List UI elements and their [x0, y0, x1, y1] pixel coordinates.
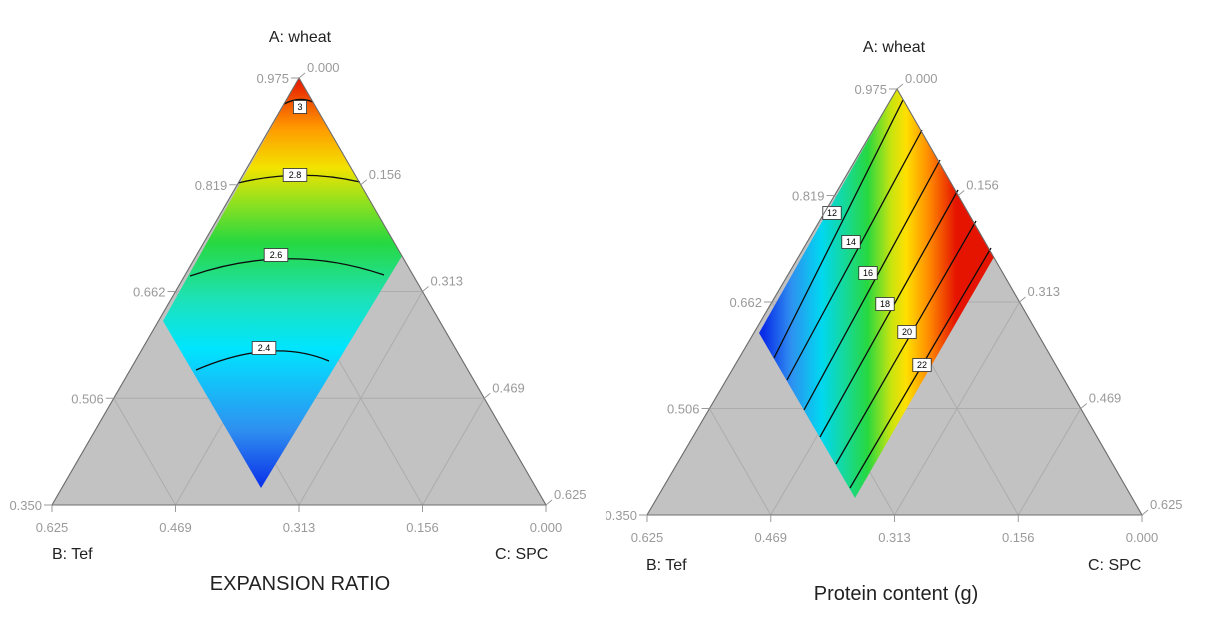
gridline [709, 408, 772, 516]
tick-mark [298, 72, 306, 79]
tick-label-left: 0.662 [133, 285, 166, 300]
tick-labels: 0.350 0.506 0.662 0.819 0.975 0.000 0.156 0.313… [606, 71, 1183, 545]
tick-mark [545, 499, 553, 506]
vertex-label-b: B: Tef [646, 557, 687, 574]
contour-label-box [912, 358, 932, 372]
tick-label-left: 0.506 [71, 391, 104, 406]
contour-label-box [858, 266, 878, 280]
gridline [1017, 408, 1082, 516]
chart-title: EXPANSION RATIO [210, 573, 390, 595]
contour-labels: 3 2.8 2.6 2.4 [251, 100, 308, 355]
tick-label-left: 0.350 [9, 498, 42, 513]
tick-labels: 0.350 0.506 0.662 0.819 0.975 0.000 0.156 0.313… [9, 60, 586, 535]
contour-label: 14 [846, 237, 856, 247]
expansion-ratio-chart: 3 2.8 2.6 2.4 0.350 0.506 0.662 0.819 0.975 0.00… [9, 29, 586, 595]
tick-label-left: 0.506 [667, 402, 700, 417]
tick-mark [483, 392, 491, 399]
vertex-label-b: B: Tef [52, 546, 93, 563]
contour-label-box [822, 206, 842, 220]
tick-label-right: 0.000 [905, 71, 938, 86]
contour-line [835, 220, 977, 465]
tick-label-bottom: 0.000 [1126, 530, 1159, 545]
contour-line [773, 99, 904, 359]
contour-labels: 12 14 16 18 20 22 [822, 206, 932, 372]
vertex-label-c: C: SPC [495, 546, 548, 563]
tick-mark [957, 190, 965, 196]
contour-label: 20 [902, 327, 912, 337]
contour-line [803, 159, 941, 411]
tick-label-bottom: 0.156 [1002, 530, 1035, 545]
tick-label-right: 0.625 [1150, 497, 1183, 512]
gridline [113, 397, 176, 506]
tick-label-left: 0.350 [606, 508, 637, 523]
contour-line [283, 98, 314, 105]
tick-mark [896, 83, 904, 90]
tick-label-bottom: 0.469 [754, 530, 787, 545]
tick-label-right: 0.313 [1028, 284, 1061, 299]
feasible-region [759, 89, 994, 498]
tick-label-right: 0.000 [307, 60, 340, 75]
contour-label: 18 [880, 299, 890, 309]
tick-label-right: 0.156 [369, 167, 402, 182]
contour-label: 3 [297, 102, 302, 112]
protein-content-chart: 12 14 16 18 20 22 0.350 0.506 0.662 0.819 0.975 0.… [606, 0, 1212, 619]
tick-label-bottom: 0.469 [159, 520, 192, 535]
contour-label-box [897, 325, 917, 339]
vertex-label-a: A: wheat [269, 29, 332, 46]
tick-mark [422, 286, 429, 292]
tick-label-bottom: 0.000 [530, 520, 563, 535]
tick-label-bottom: 0.313 [283, 520, 316, 535]
tick-mark [1141, 509, 1149, 516]
tick-label-left: 0.819 [792, 189, 825, 204]
tick-label-left: 0.975 [854, 82, 887, 97]
contour-label: 16 [863, 268, 873, 278]
tick-label-right: 0.469 [1089, 391, 1122, 406]
contour-label: 12 [827, 208, 837, 218]
tick-label-right: 0.156 [966, 178, 999, 193]
contour-line [819, 189, 959, 438]
tick-label-bottom: 0.313 [878, 530, 911, 545]
contour-label-box [292, 100, 307, 114]
tick-label-right: 0.313 [431, 274, 464, 289]
feasible-region [163, 78, 402, 488]
contour-label-box [875, 297, 895, 311]
tick-label-left: 0.662 [729, 295, 762, 310]
tick-mark [1080, 403, 1088, 409]
gridline [422, 397, 485, 506]
tick-label-left: 0.819 [195, 178, 228, 193]
expansion-ratio-plot: 3 2.8 2.6 2.4 0.350 0.506 0.662 0.819 0.975 0.00… [9, 29, 586, 595]
contour-label: 22 [917, 360, 927, 370]
contour-line [786, 129, 923, 381]
tick-label-bottom: 0.156 [406, 520, 439, 535]
contour-label-box [282, 168, 308, 182]
tick-label-right: 0.469 [492, 380, 525, 395]
contour-label-box [251, 341, 277, 355]
vertex-label-a: A: wheat [863, 39, 926, 56]
contour-label: 2.4 [258, 343, 271, 353]
tick-label-right: 0.625 [554, 487, 587, 502]
contour-lines [773, 99, 992, 489]
tick-label-bottom: 0.625 [631, 530, 664, 545]
vertex-label-c: C: SPC [1088, 557, 1141, 574]
contour-label: 2.8 [289, 170, 302, 180]
tick-mark [1019, 296, 1026, 303]
contour-label-box [841, 235, 861, 249]
contour-label-box [263, 248, 289, 262]
contour-label: 2.6 [270, 250, 283, 260]
tick-label-bottom: 0.625 [36, 520, 69, 535]
tick-mark [360, 179, 368, 186]
tick-label-left: 0.975 [256, 71, 289, 86]
chart-title: Protein content (g) [814, 583, 979, 605]
